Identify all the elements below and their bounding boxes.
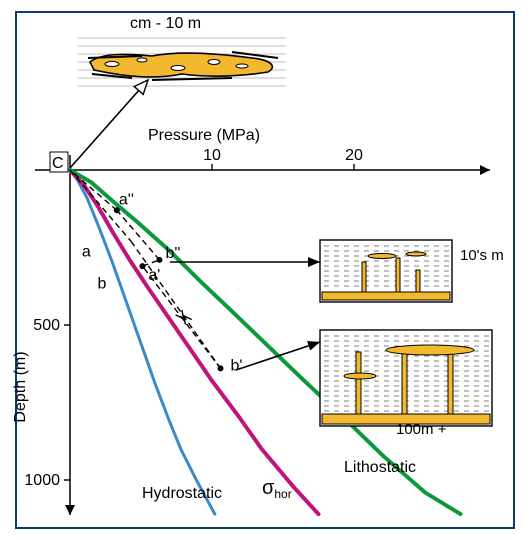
point-b2 [156, 257, 162, 263]
y-tick-label: 500 [33, 317, 60, 334]
inset-10s-m [320, 240, 452, 302]
inset1-label: 10's m [460, 247, 504, 264]
x-tick-label: 10 [203, 147, 221, 164]
pressure-depth-chart: cm - 10 m 10 20 Pressure (MPa) 500 1000 Depth … [0, 0, 530, 540]
point-bp [218, 365, 224, 371]
point-label-bp: b' [231, 357, 243, 374]
point-label-b: b [97, 276, 106, 293]
scale-note: cm - 10 m [130, 15, 201, 32]
x-axis-title: Pressure (MPa) [148, 127, 260, 144]
inset2-label: 100m + [396, 421, 447, 438]
point-label-ap: a' [148, 267, 160, 284]
y-tick-label: 1000 [24, 472, 60, 489]
point-label-a: a [82, 244, 91, 261]
point-ap [139, 263, 145, 269]
inset-100m [320, 330, 492, 426]
point-label-C: C [52, 155, 64, 172]
point-label-b2: b'' [165, 245, 180, 262]
y-axis-title: Depth (m) [12, 351, 29, 422]
x-tick-label: 20 [345, 147, 363, 164]
point-label-a2: a'' [119, 191, 134, 208]
hydrostatic-label: Hydrostatic [142, 485, 222, 502]
lithostatic-label: Lithostatic [344, 459, 416, 476]
